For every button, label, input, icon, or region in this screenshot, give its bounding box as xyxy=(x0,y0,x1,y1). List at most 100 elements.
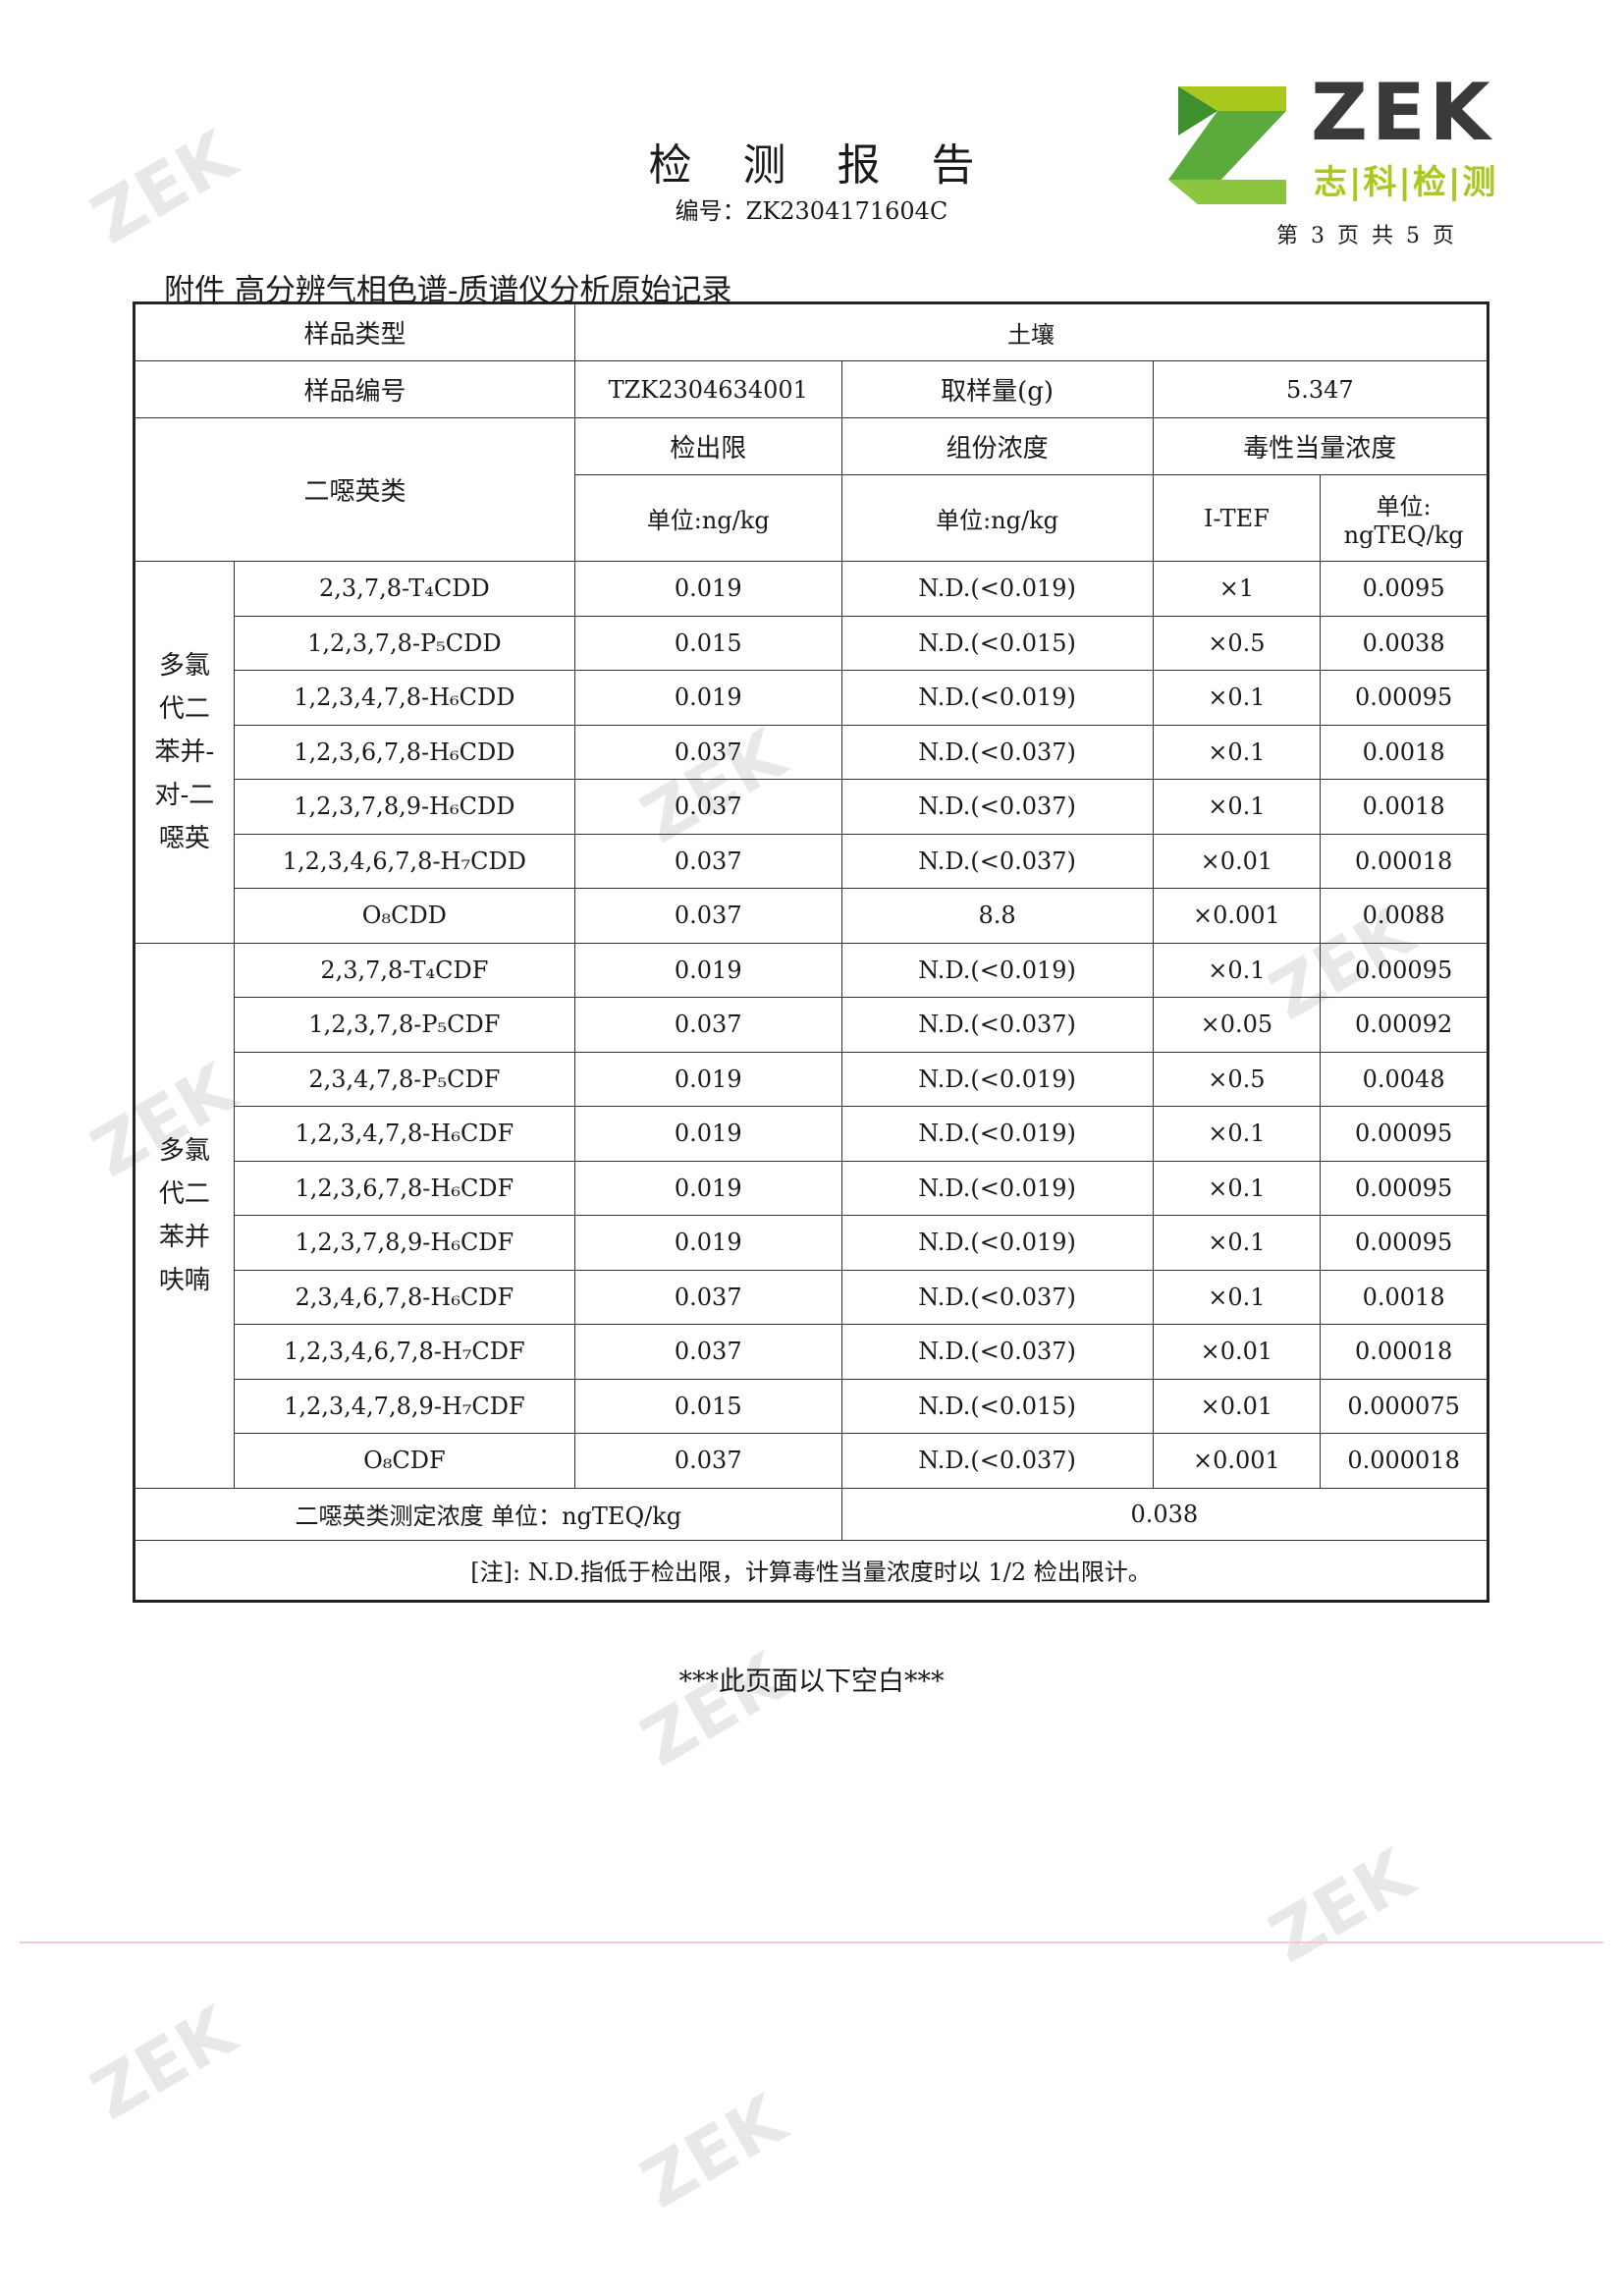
cell-teq: 0.0018 xyxy=(1320,724,1488,780)
table-row: 1,2,3,6,7,8-H₆CDD 0.037 N.D.(<0.037) ×0.1 0.… xyxy=(135,724,1488,780)
table-row: 1,2,3,7,8,9-H₆CDF 0.019 N.D.(<0.019) ×0.1 0.… xyxy=(135,1215,1488,1271)
page-divider xyxy=(20,1941,1603,1943)
cell-itef: ×0.1 xyxy=(1152,1106,1322,1162)
cell-teq: 0.0018 xyxy=(1320,779,1488,835)
cell-conc: N.D.(<0.019) xyxy=(840,1215,1154,1271)
cell-compound: 1,2,3,4,6,7,8-H₇CDD xyxy=(233,833,575,889)
cell-itef: ×0.001 xyxy=(1152,1433,1322,1489)
table-row: 1,2,3,4,7,8-H₆CDD 0.019 N.D.(<0.019) ×0.1 0.… xyxy=(135,670,1488,726)
cell-lod: 0.019 xyxy=(573,1051,842,1107)
cell-itef: ×0.1 xyxy=(1152,670,1322,726)
cell-teq: 0.00018 xyxy=(1320,833,1488,889)
table-row: O₈CDD 0.037 8.8 ×0.001 0.0088 xyxy=(135,888,1488,944)
cell-compound: 1,2,3,7,8-P₅CDF xyxy=(233,997,575,1053)
cell-itef: ×0.001 xyxy=(1152,888,1322,944)
cell-lod: 0.019 xyxy=(573,1160,842,1216)
watermark: ZEK xyxy=(1256,1833,1428,1979)
cell-conc: N.D.(<0.037) xyxy=(840,997,1154,1053)
cell-teq: 0.0038 xyxy=(1320,615,1488,671)
unit-teq-1: 单位: xyxy=(1376,493,1432,520)
cell-teq: 0.00095 xyxy=(1320,670,1488,726)
col-lod: 检出限 xyxy=(573,417,842,475)
cell-itef: ×0.1 xyxy=(1152,1215,1322,1271)
cell-itef: ×1 xyxy=(1152,561,1322,617)
sample-id-value: TZK2304634001 xyxy=(573,360,842,418)
cell-conc: N.D.(<0.019) xyxy=(840,1160,1154,1216)
cell-teq: 0.00095 xyxy=(1320,1215,1488,1271)
table-row: 2,3,4,7,8-P₅CDF 0.019 N.D.(<0.019) ×0.5 0.00… xyxy=(135,1051,1488,1107)
total-label: 二噁英类测定浓度 单位：ngTEQ/kg xyxy=(134,1487,842,1541)
cell-teq: 0.00095 xyxy=(1320,942,1488,998)
cell-conc: N.D.(<0.037) xyxy=(840,1324,1154,1380)
report-title: 检测报告 xyxy=(648,140,1026,191)
sample-mass-value: 5.347 xyxy=(1152,360,1489,418)
cell-lod: 0.037 xyxy=(573,1269,842,1325)
table-row: 1,2,3,7,8,9-H₆CDD 0.037 N.D.(<0.037) ×0.1 0.… xyxy=(135,779,1488,835)
cell-compound: 1,2,3,6,7,8-H₆CDD xyxy=(233,724,575,780)
cell-lod: 0.037 xyxy=(573,1433,842,1489)
cell-compound: 2,3,7,8-T₄CDD xyxy=(233,561,575,617)
unit-teq-2: ngTEQ/kg xyxy=(1343,521,1464,549)
cell-compound: O₈CDF xyxy=(233,1433,575,1489)
cell-itef: ×0.1 xyxy=(1152,942,1322,998)
cell-teq: 0.00095 xyxy=(1320,1160,1488,1216)
cell-itef: ×0.05 xyxy=(1152,997,1322,1053)
cell-compound: 2,3,4,7,8-P₅CDF xyxy=(233,1051,575,1107)
cell-conc: N.D.(<0.019) xyxy=(840,1051,1154,1107)
cell-conc: N.D.(<0.037) xyxy=(840,1433,1154,1489)
cell-conc: N.D.(<0.015) xyxy=(840,1378,1154,1434)
total-value: 0.038 xyxy=(840,1487,1489,1541)
cell-teq: 0.0095 xyxy=(1320,561,1488,617)
cell-teq: 0.0048 xyxy=(1320,1051,1488,1107)
page-info: 第 3 页 共 5 页 xyxy=(1276,224,1457,248)
cell-conc: N.D.(<0.037) xyxy=(840,833,1154,889)
cell-lod: 0.037 xyxy=(573,997,842,1053)
cell-lod: 0.037 xyxy=(573,888,842,944)
cell-lod: 0.015 xyxy=(573,1378,842,1434)
table-row: 1,2,3,4,7,8,9-H₇CDF 0.015 N.D.(<0.015) ×0.0… xyxy=(135,1378,1488,1434)
cell-itef: ×0.1 xyxy=(1152,779,1322,835)
sample-id-label: 样品编号 xyxy=(134,360,575,418)
table-row: 1,2,3,7,8-P₅CDD 0.015 N.D.(<0.015) ×0.5 0.00… xyxy=(135,615,1488,671)
cell-lod: 0.015 xyxy=(573,615,842,671)
cell-itef: ×0.1 xyxy=(1152,724,1322,780)
document-number: 编号：ZK2304171604C xyxy=(675,197,948,225)
cell-compound: 2,3,7,8-T₄CDF xyxy=(233,942,575,998)
group-label: 多氯代二苯并呋喃 xyxy=(134,942,235,1489)
cell-lod: 0.037 xyxy=(573,1324,842,1380)
watermark: ZEK xyxy=(627,2079,799,2224)
table-note: [注]: N.D.指低于检出限，计算毒性当量浓度时以 1/2 检出限计。 xyxy=(134,1539,1488,1602)
cell-itef: ×0.01 xyxy=(1152,833,1322,889)
cell-itef: ×0.1 xyxy=(1152,1269,1322,1325)
cell-lod: 0.037 xyxy=(573,833,842,889)
cell-conc: N.D.(<0.019) xyxy=(840,942,1154,998)
end-note: ***此页面以下空白*** xyxy=(678,1667,945,1697)
unit-lod: 单位:ng/kg xyxy=(573,474,842,562)
cell-conc: N.D.(<0.015) xyxy=(840,615,1154,671)
table-row: 1,2,3,4,6,7,8-H₇CDD 0.037 N.D.(<0.037) ×0.0… xyxy=(135,833,1488,889)
cell-compound: 1,2,3,4,7,8,9-H₇CDF xyxy=(233,1378,575,1434)
logo-z-icon xyxy=(1168,86,1286,204)
cell-teq: 0.00092 xyxy=(1320,997,1488,1053)
unit-conc: 单位:ng/kg xyxy=(840,474,1154,562)
cell-teq: 0.00018 xyxy=(1320,1324,1488,1380)
cell-itef: ×0.5 xyxy=(1152,1051,1322,1107)
cell-teq: 0.00095 xyxy=(1320,1106,1488,1162)
cell-teq: 0.000018 xyxy=(1320,1433,1488,1489)
col-conc: 组份浓度 xyxy=(840,417,1154,475)
cell-lod: 0.019 xyxy=(573,561,842,617)
group-label: 多氯代二苯并-对-二噁英 xyxy=(134,561,235,944)
unit-teq: 单位: ngTEQ/kg xyxy=(1320,474,1488,562)
table-row: 1,2,3,6,7,8-H₆CDF 0.019 N.D.(<0.019) ×0.1 0.… xyxy=(135,1160,1488,1216)
cell-itef: ×0.01 xyxy=(1152,1378,1322,1434)
sample-type-value: 土壤 xyxy=(573,302,1489,361)
cell-lod: 0.037 xyxy=(573,724,842,780)
cell-lod: 0.019 xyxy=(573,942,842,998)
sample-mass-label: 取样量(g) xyxy=(840,360,1154,418)
cell-teq: 0.0018 xyxy=(1320,1269,1488,1325)
company-logo: ZEK 志|科|检|测 xyxy=(1159,67,1551,224)
table-row: O₈CDF 0.037 N.D.(<0.037) ×0.001 0.000018 xyxy=(135,1433,1488,1489)
cell-itef: ×0.01 xyxy=(1152,1324,1322,1380)
cell-lod: 0.037 xyxy=(573,779,842,835)
logo-brand: ZEK xyxy=(1311,67,1494,158)
